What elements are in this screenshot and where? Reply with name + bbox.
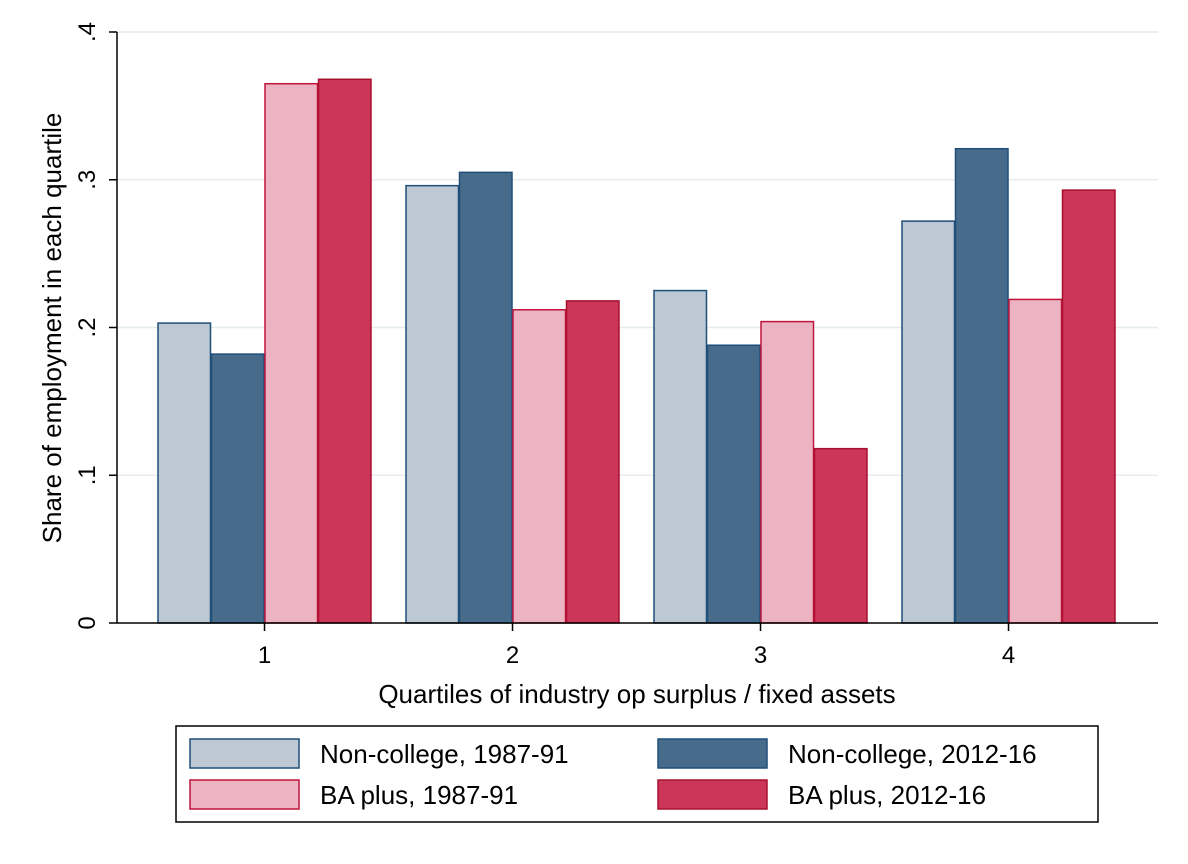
bar: [901, 220, 956, 624]
x-tick-label: 1: [258, 642, 271, 669]
bar: [653, 289, 708, 624]
bar: [706, 344, 761, 624]
bar: [458, 171, 513, 624]
y-tick-label: .2: [74, 317, 101, 337]
y-tick-label: 0: [74, 616, 101, 629]
bar: [565, 300, 620, 624]
legend-label: Non-college, 1987-91: [320, 739, 569, 769]
bar: [210, 353, 265, 624]
y-tick-label: .4: [74, 22, 101, 42]
bar: [1008, 298, 1063, 624]
legend-label: BA plus, 1987-91: [320, 780, 518, 810]
y-axis-label: Share of employment in each quartile: [37, 113, 67, 544]
bar: [157, 322, 212, 624]
bars: [157, 78, 1116, 624]
bar: [264, 82, 319, 624]
legend-swatch: [189, 738, 300, 769]
y-ticks: 0 .1 .2 .3 .4: [74, 22, 117, 630]
bar: [760, 320, 815, 624]
bar: [317, 78, 372, 624]
legend-swatch: [657, 738, 768, 769]
bar: [512, 309, 567, 624]
x-tick-label: 4: [1002, 642, 1015, 669]
x-ticks: 1 2 3 4: [258, 623, 1015, 669]
bar: [813, 447, 868, 624]
legend-label: BA plus, 2012-16: [788, 780, 986, 810]
legend-frame: [175, 725, 1099, 823]
x-axis-label: Quartiles of industry op surplus / fixed…: [378, 679, 895, 709]
bar: [954, 147, 1009, 624]
x-tick-label: 2: [506, 642, 519, 669]
x-tick-label: 3: [754, 642, 767, 669]
legend: Non-college, 1987-91 Non-college, 2012-16…: [175, 725, 1099, 823]
bar: [1061, 189, 1116, 624]
legend-label: Non-college, 2012-16: [788, 739, 1037, 769]
y-tick-label: .3: [74, 170, 101, 190]
legend-swatch: [657, 779, 768, 810]
legend-swatch: [189, 779, 300, 810]
y-tick-label: .1: [74, 465, 101, 485]
bar: [405, 184, 460, 624]
